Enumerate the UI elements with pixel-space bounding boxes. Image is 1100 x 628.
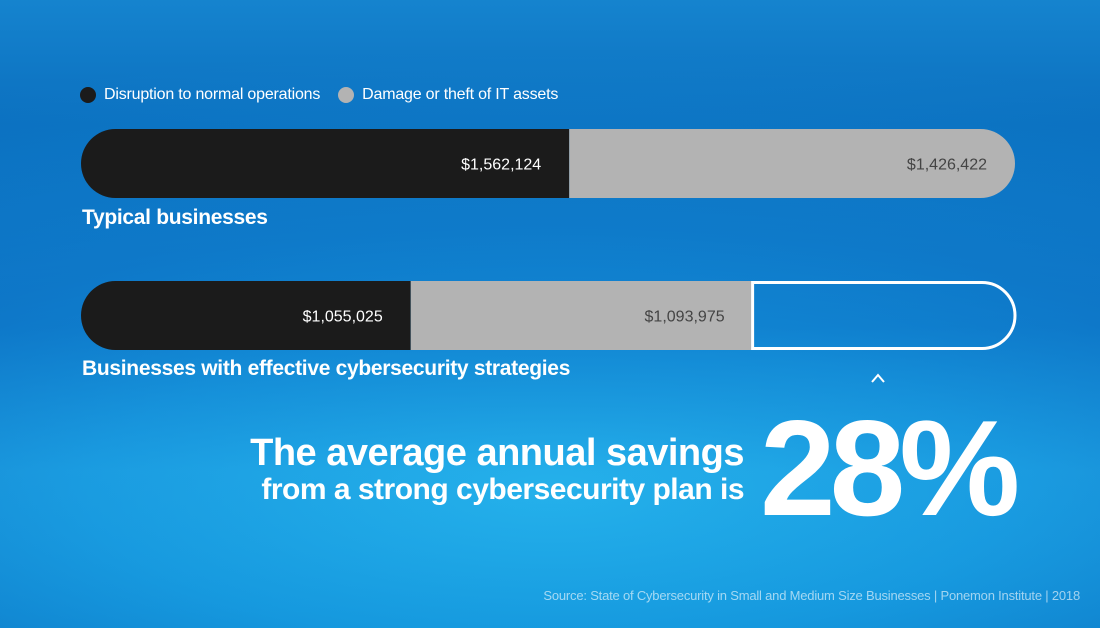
category-label-effective: Businesses with effective cybersecurity … <box>82 357 571 380</box>
bar-segment-disruption-1 <box>81 281 411 350</box>
headline-line-1: The average annual savings <box>250 432 744 474</box>
value-label-damage-0: $1,426,422 <box>907 157 987 174</box>
value-label-disruption-0: $1,562,124 <box>461 157 541 174</box>
legend-label-disruption: Disruption to normal operations <box>104 86 321 103</box>
legend-label-damage: Damage or theft of IT assets <box>362 86 559 103</box>
legend-item-disruption: Disruption to normal operations <box>80 86 320 104</box>
bar-segment-disruption-0 <box>81 129 570 198</box>
legend-swatch-damage <box>338 87 355 103</box>
bar-row-1 <box>81 281 753 350</box>
legend-swatch-disruption <box>80 87 96 103</box>
source-note: Source: State of Cybersecurity in Small … <box>543 588 1080 603</box>
legend: Disruption to normal operations Damage o… <box>80 86 558 104</box>
bar-segment-damage-1 <box>410 281 753 350</box>
headline-line-2: from a strong cybersecurity plan is <box>261 473 744 506</box>
savings-percent: 28% <box>760 392 1020 544</box>
legend-item-damage: Damage or theft of IT assets <box>338 86 558 104</box>
chevron-up-icon <box>871 373 885 383</box>
savings-outline-segment <box>751 281 1017 350</box>
savings-headline: The average annual savings from a strong… <box>250 432 744 506</box>
bar-row-0 <box>81 129 1015 198</box>
bar-segment-damage-0 <box>569 129 1015 198</box>
value-label-disruption-1: $1,055,025 <box>303 309 383 326</box>
value-label-damage-1: $1,093,975 <box>645 309 725 326</box>
category-label-typical: Typical businesses <box>82 206 268 229</box>
